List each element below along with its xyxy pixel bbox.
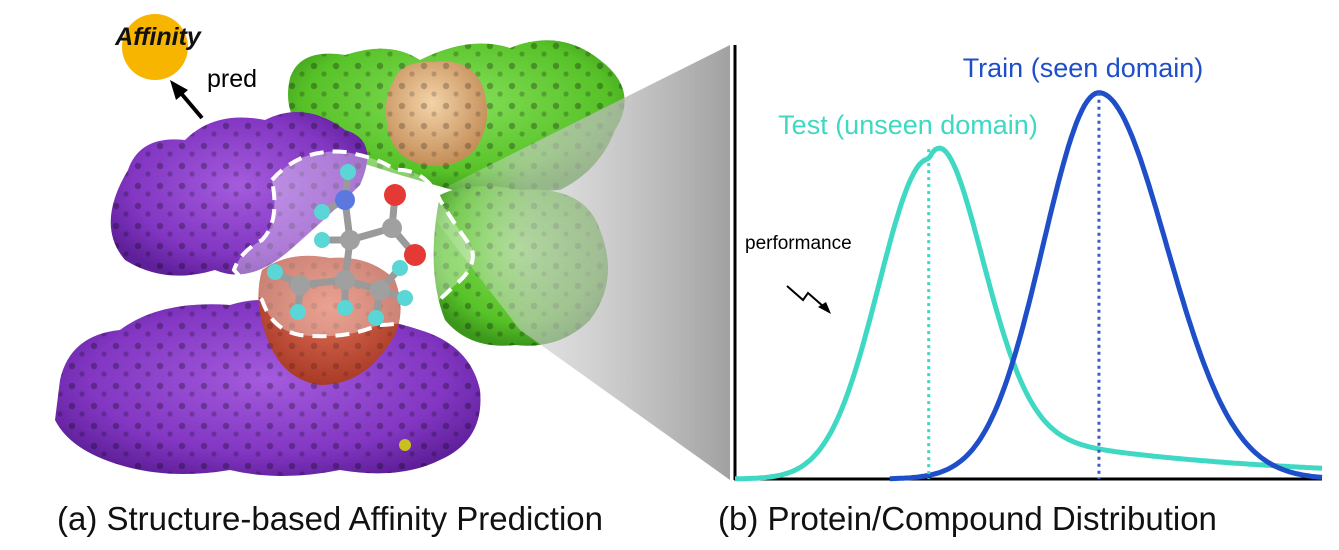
decline-arrowhead <box>818 302 831 314</box>
caption-panel-b: (b) Protein/Compound Distribution <box>718 500 1217 537</box>
ligand-molecule <box>267 164 426 326</box>
decline-arrow-icon <box>786 285 825 308</box>
protein-structure-illustration: Affinity pred <box>55 14 730 480</box>
performance-label: performance <box>745 233 852 254</box>
affinity-circle <box>122 14 188 80</box>
distribution-chart: Train (seen domain) Test (unseen domain)… <box>733 45 1323 482</box>
affinity-label: Affinity <box>114 23 202 51</box>
legend-label-test: Test (unseen domain) <box>778 110 1038 140</box>
tan-protein-chain <box>385 61 488 166</box>
caption-panel-a: (a) Structure-based Affinity Prediction <box>57 500 603 537</box>
series-line-train <box>889 90 1323 482</box>
pred-label: pred <box>207 65 257 93</box>
legend-label-train: Train (seen domain) <box>963 53 1204 83</box>
pred-arrow <box>170 80 204 120</box>
zoom-cone <box>420 45 730 480</box>
series-line-test <box>735 145 1323 482</box>
